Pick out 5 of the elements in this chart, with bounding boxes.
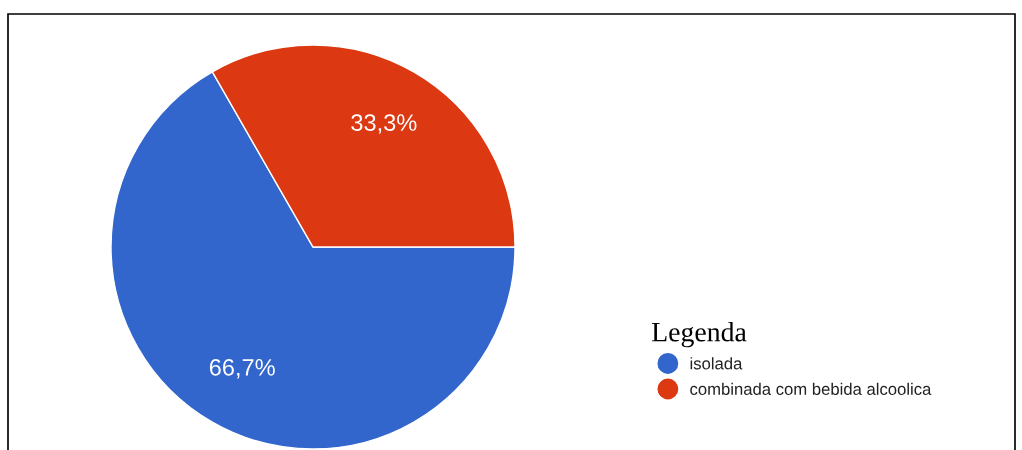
data-label: 66,7% [209, 359, 275, 379]
legend-label: isolada [690, 357, 743, 370]
data-label: 33,3% [351, 114, 417, 134]
legend-label: combinada com bebida alcoolica [690, 382, 932, 395]
legend-title: Legenda [652, 321, 747, 348]
